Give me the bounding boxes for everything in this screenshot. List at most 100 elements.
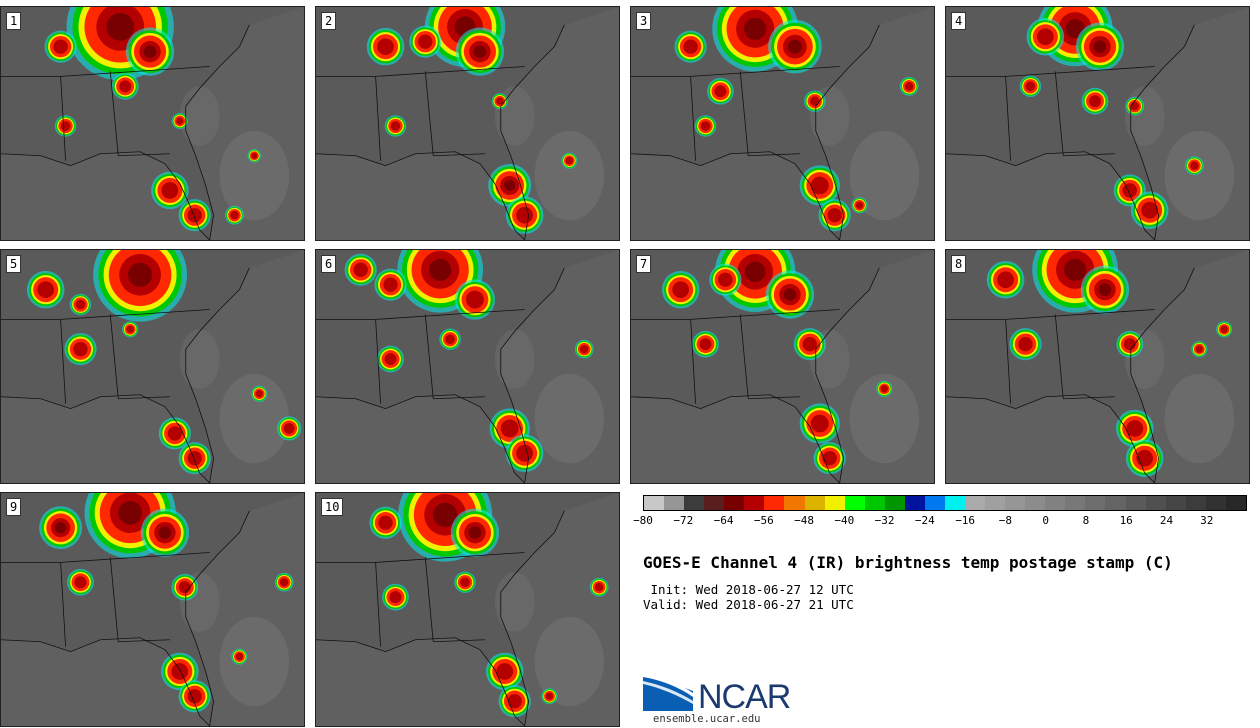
colorbar-tick-label: 32	[1200, 514, 1214, 527]
satellite-map	[1, 250, 304, 483]
convective-cell	[178, 680, 211, 713]
colorbar-swatch	[1105, 496, 1126, 510]
colorbar-swatch	[1025, 496, 1046, 510]
convective-cell	[178, 442, 211, 475]
convective-cell	[377, 345, 404, 373]
satellite-map	[1, 493, 304, 726]
panel-number-label: 7	[636, 255, 652, 273]
satellite-map	[946, 250, 1249, 483]
colorbar	[643, 495, 1247, 511]
convective-cell	[1184, 156, 1204, 176]
convective-cell	[706, 77, 734, 105]
convective-cell	[541, 688, 558, 705]
convective-cell	[277, 416, 302, 441]
colorbar-tick-label: 24	[1159, 514, 1174, 527]
colorbar-swatch	[704, 496, 725, 510]
convective-cell	[44, 30, 77, 63]
colorbar-swatch	[924, 496, 945, 510]
colorbar-swatch	[904, 496, 925, 510]
convective-cell	[505, 196, 544, 234]
convective-cell	[1019, 75, 1042, 98]
colorbar-swatch	[664, 496, 685, 510]
convective-cell	[1125, 96, 1145, 116]
colorbar-swatch	[1185, 496, 1206, 510]
convective-cell	[69, 293, 92, 316]
panel-number-label: 4	[951, 12, 967, 30]
convective-cell	[247, 149, 262, 163]
convective-cell	[986, 261, 1025, 299]
convective-cell	[67, 568, 94, 596]
convective-cell	[768, 19, 822, 74]
satellite-map	[316, 250, 619, 483]
convective-cell	[54, 115, 77, 137]
convective-cell	[93, 250, 188, 322]
colorbar-swatch	[1005, 496, 1026, 510]
convective-cell	[374, 268, 407, 301]
convective-cell	[125, 27, 175, 76]
panel-number-label: 2	[321, 12, 337, 30]
convective-cell	[813, 442, 846, 475]
colorbar-swatch	[684, 496, 705, 510]
convective-cell	[692, 330, 719, 358]
convective-cell	[455, 27, 505, 76]
postage-stamp-panel: 4	[945, 6, 1250, 241]
convective-cell	[122, 321, 139, 338]
logo-url: ensemble.ucar.edu	[653, 713, 761, 725]
convective-cell	[140, 508, 190, 557]
convective-cell	[439, 328, 461, 350]
satellite-map	[316, 493, 619, 726]
colorbar-tick-label: −40	[834, 514, 855, 527]
convective-cell	[589, 577, 609, 597]
colorbar-tick-label: −32	[874, 514, 895, 527]
colorbar-swatch	[764, 496, 785, 510]
convective-cell	[694, 115, 717, 137]
satellite-map	[946, 7, 1249, 240]
convective-cell	[231, 648, 248, 665]
convective-cell	[1080, 265, 1130, 314]
postage-stamp-panel: 5	[0, 249, 305, 484]
postage-stamp-panel: 10	[315, 492, 620, 727]
convective-cell	[1026, 18, 1065, 56]
colorbar-swatch	[965, 496, 986, 510]
convective-cell	[1125, 439, 1164, 477]
convective-cell	[454, 279, 496, 320]
convective-cell	[251, 385, 268, 402]
convective-cell	[765, 270, 815, 319]
convective-cell	[485, 652, 524, 691]
convective-cell	[491, 93, 508, 110]
colorbar-tick-label: −48	[794, 514, 814, 527]
convective-cell	[158, 417, 191, 450]
panel-number-label: 6	[321, 255, 337, 273]
convective-cell	[344, 253, 377, 286]
colorbar-swatch	[985, 496, 1006, 510]
convective-cell	[274, 572, 294, 592]
convective-cell	[804, 90, 826, 112]
satellite-map	[631, 7, 934, 240]
postage-stamp-panel: 6	[315, 249, 620, 484]
convective-cell	[899, 76, 919, 96]
colorbar-tick-label: 16	[1119, 514, 1133, 527]
convective-cell	[498, 685, 531, 718]
convective-cell	[876, 380, 893, 397]
colorbar-swatch	[864, 496, 885, 510]
colorbar-swatch	[824, 496, 845, 510]
colorbar-tick-label: −80	[633, 514, 653, 527]
convective-cell	[384, 115, 407, 137]
convective-cell	[171, 112, 188, 130]
convective-cell	[851, 197, 868, 214]
convective-cell	[450, 508, 500, 557]
convective-cell	[161, 652, 199, 691]
convective-cell	[1216, 321, 1233, 338]
panel-number-label: 8	[951, 255, 967, 273]
convective-cell	[409, 25, 442, 58]
colorbar-swatch	[644, 496, 665, 510]
ncar-logo-text: NCAR	[698, 678, 791, 716]
postage-stamp-panel: 2	[315, 6, 620, 241]
satellite-map	[1, 7, 304, 240]
convective-cell	[64, 333, 97, 366]
figure-title: GOES-E Channel 4 (IR) brightness temp po…	[643, 553, 1173, 572]
colorbar-tick-label: −56	[753, 514, 774, 527]
panel-number-label: 10	[321, 498, 344, 516]
colorbar-swatch	[884, 496, 905, 510]
colorbar-swatch	[744, 496, 765, 510]
